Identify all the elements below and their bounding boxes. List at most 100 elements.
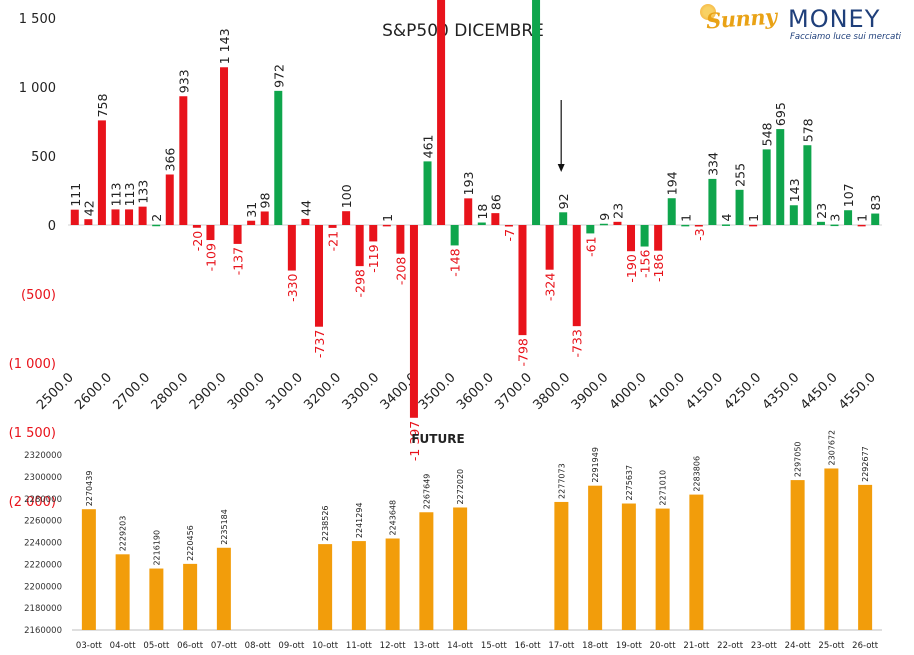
x-tick-label-20: 4450.0 [798, 370, 841, 413]
future-data-label-2: 2216190 [152, 530, 161, 566]
bar-s1-3 [451, 225, 459, 245]
data-label-s1-20: 3 [828, 214, 843, 222]
data-label-s0-2: 758 [95, 93, 110, 117]
data-label-s1-21: 107 [841, 183, 856, 207]
data-label-s0-26: 86 [488, 194, 503, 210]
future-y-tick-2: 2280000 [24, 495, 62, 505]
data-label-s1-8: 9 [597, 213, 612, 221]
bar-s0-36 [858, 225, 866, 227]
future-x-tick-0: 03-ott [76, 641, 103, 651]
future-y-tick-0: 2320000 [24, 451, 62, 461]
bar-s0-4 [125, 209, 133, 225]
future-data-label-9: 2243648 [389, 500, 398, 536]
future-bar-9 [386, 539, 400, 630]
data-label-s1-17: 143 [787, 178, 802, 202]
bar-s0-31 [613, 222, 621, 225]
future-x-tick-16: 19-ott [616, 641, 643, 651]
data-label-s0-28: -798 [515, 338, 530, 366]
bar-s0-18 [342, 211, 350, 225]
x-tick-label-0: 2500.0 [34, 370, 77, 413]
annotation-arrow-head [558, 164, 565, 172]
future-bar-7 [318, 544, 332, 630]
data-label-s1-4: 18 [475, 204, 490, 220]
bar-s0-16 [315, 225, 323, 327]
future-y-tick-6: 2200000 [24, 582, 62, 592]
future-y-tick-8: 2160000 [24, 626, 62, 636]
data-label-s0-7: 933 [176, 69, 191, 93]
future-x-tick-23: 26-ott [852, 641, 879, 651]
bar-s1-14 [736, 190, 744, 225]
future-x-tick-4: 07-ott [211, 641, 238, 651]
bar-s0-32 [627, 225, 635, 251]
future-data-label-23: 2292677 [861, 446, 870, 482]
bar-s0-28 [518, 225, 526, 335]
data-label-s0-29: -324 [543, 273, 558, 301]
bar-s1-1 [274, 91, 282, 225]
data-label-s0-17: -21 [326, 231, 341, 251]
bar-s1-10 [668, 198, 676, 225]
bar-s0-33 [654, 225, 662, 251]
x-tick-label-12: 3700.0 [492, 370, 535, 413]
data-label-s1-12: 334 [705, 152, 720, 176]
x-tick-label-21: 4550.0 [836, 370, 879, 413]
future-x-tick-7: 10-ott [312, 641, 339, 651]
charts-canvas: S&P500 DICEMBRE2 5002 0001 5001 0005000(… [0, 0, 914, 655]
y-tick-label-3: 1 000 [19, 81, 56, 96]
future-bar-0 [82, 509, 96, 630]
data-label-s0-31: 23 [610, 203, 625, 219]
x-tick-label-10: 3500.0 [416, 370, 459, 413]
data-label-s0-5: 133 [136, 180, 151, 204]
data-label-s0-16: -737 [312, 330, 327, 358]
future-bar-8 [352, 541, 366, 630]
bar-s1-7 [586, 225, 594, 233]
future-y-tick-4: 2240000 [24, 539, 62, 549]
future-data-label-18: 2283806 [692, 456, 701, 492]
bar-s0-14 [288, 225, 296, 271]
y-tick-label-8: (1 500) [9, 426, 56, 441]
chart-title: S&P500 DICEMBRE [382, 21, 544, 41]
y-tick-label-6: (500) [21, 288, 56, 303]
bar-s0-34 [695, 225, 703, 227]
future-y-tick-1: 2300000 [24, 473, 62, 483]
bar-s0-13 [261, 211, 269, 225]
data-label-s1-7: -61 [583, 236, 598, 256]
x-tick-label-5: 3000.0 [225, 370, 268, 413]
future-data-label-10: 2267649 [422, 474, 431, 510]
y-tick-label-2: 1 500 [19, 12, 56, 27]
x-tick-label-6: 3100.0 [263, 370, 306, 413]
future-x-tick-13: 16-ott [515, 641, 542, 651]
bar-s0-12 [247, 221, 255, 225]
data-label-s0-15: 44 [298, 200, 313, 216]
future-bar-10 [419, 512, 433, 630]
x-tick-label-1: 2600.0 [72, 370, 115, 413]
bar-s1-0 [152, 225, 160, 227]
bar-s0-11 [234, 225, 242, 244]
bar-s1-2 [424, 161, 432, 225]
data-label-s0-25: 193 [461, 172, 476, 196]
future-x-tick-20: 23-ott [751, 641, 778, 651]
future-x-tick-9: 12-ott [380, 641, 407, 651]
bar-s1-12 [708, 179, 716, 225]
future-x-tick-18: 21-ott [683, 641, 710, 651]
future-x-tick-1: 04-ott [110, 641, 137, 651]
future-y-tick-5: 2220000 [24, 560, 62, 570]
data-label-s0-27: -7 [502, 229, 517, 241]
bar-s1-16 [776, 129, 784, 225]
data-label-s0-10: 1 143 [217, 28, 232, 64]
data-label-s1-18: 578 [800, 118, 815, 142]
future-bar-3 [183, 564, 197, 630]
x-tick-label-8: 3300.0 [340, 370, 383, 413]
bar-s0-0 [71, 210, 79, 225]
bar-s1-19 [817, 222, 825, 225]
data-label-s1-10: 194 [665, 171, 680, 195]
future-data-label-4: 2235184 [220, 509, 229, 545]
data-label-s1-14: 255 [733, 163, 748, 187]
data-label-s1-22: 83 [868, 195, 883, 211]
bar-s1-18 [803, 145, 811, 225]
bar-s0-2 [98, 120, 106, 225]
data-label-s1-1: 972 [271, 64, 286, 88]
future-x-tick-5: 08-ott [245, 641, 272, 651]
future-data-label-11: 2272020 [456, 469, 465, 505]
future-bar-18 [689, 495, 703, 630]
future-x-tick-2: 05-ott [143, 641, 170, 651]
